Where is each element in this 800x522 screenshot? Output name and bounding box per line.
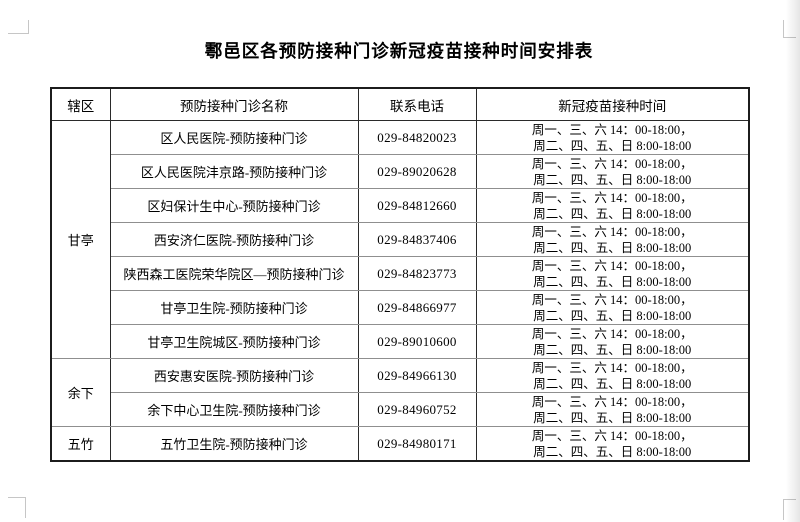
clinic-name-cell: 区人民医院-预防接种门诊 (109, 120, 359, 155)
time-line-1: 周一、三、六 14：00-18:00， (531, 428, 693, 443)
table-row: 甘亭卫生院-预防接种门诊 029-84866977 周一、三、六 14：00-18:… (51, 290, 750, 325)
time-line-2: 周二、四、五、日 8:00-18:00 (533, 138, 692, 153)
phone-cell: 029-84980171 (357, 426, 477, 462)
table-header-row: 辖区 预防接种门诊名称 联系电话 新冠疫苗接种时间 (50, 87, 750, 121)
vaccination-time-cell: 周一、三、六 14：00-18:00， 周二、四、五、日 8:00-18:00 (475, 392, 750, 427)
phone-cell: 029-84960752 (357, 392, 477, 427)
col-header-0: 辖区 (50, 87, 111, 121)
district-cell: 五竹 (50, 426, 111, 462)
phone-cell: 029-84966130 (357, 358, 477, 393)
page-title: 鄠邑区各预防接种门诊新冠疫苗接种时间安排表 (204, 41, 594, 61)
time-line-1: 周一、三、六 14：00-18:00， (531, 292, 693, 307)
time-line-2: 周二、四、五、日 8:00-18:00 (533, 274, 692, 289)
clinic-name-cell: 西安惠安医院-预防接种门诊 (109, 358, 359, 393)
vaccination-time-cell: 周一、三、六 14：00-18:00， 周二、四、五、日 8:00-18:00 (475, 222, 750, 257)
vaccination-time-cell: 周一、三、六 14：00-18:00， 周二、四、五、日 8:00-18:00 (475, 426, 750, 462)
vaccination-time-cell: 周一、三、六 14：00-18:00， 周二、四、五、日 8:00-18:00 (475, 120, 750, 155)
time-line-1: 周一、三、六 14：00-18:00， (531, 360, 693, 375)
clinic-name-cell: 区人民医院沣京路-预防接种门诊 (109, 154, 359, 189)
clinic-name-cell: 五竹卫生院-预防接种门诊 (109, 426, 359, 462)
district-cell: 余下 (50, 358, 111, 427)
time-line-2: 周二、四、五、日 8:00-18:00 (533, 240, 692, 255)
window-edge-shadow (786, 0, 800, 522)
time-line-1: 周一、三、六 14：00-18:00， (531, 326, 693, 341)
clinic-name-cell: 区妇保计生中心-预防接种门诊 (109, 188, 359, 223)
time-line-2: 周二、四、五、日 8:00-18:00 (533, 376, 692, 391)
vaccination-time-cell: 周一、三、六 14：00-18:00， 周二、四、五、日 8:00-18:00 (475, 188, 750, 223)
vaccination-time-cell: 周一、三、六 14：00-18:00， 周二、四、五、日 8:00-18:00 (475, 256, 750, 291)
phone-cell: 029-84812660 (357, 188, 477, 223)
time-line-2: 周二、四、五、日 8:00-18:00 (533, 410, 692, 425)
time-line-1: 周一、三、六 14：00-18:00， (531, 258, 693, 273)
phone-cell: 029-89010600 (357, 324, 477, 359)
table-row: 甘亭 区人民医院-预防接种门诊 029-84820023 周一、三、六 14：00-1… (50, 120, 750, 359)
text-boundary-mark-bottom-left (8, 497, 26, 518)
table-row: 余下 西安惠安医院-预防接种门诊 029-84966130 周一、三、六 14：00-… (50, 358, 750, 427)
vaccination-time-cell: 周一、三、六 14：00-18:00， 周二、四、五、日 8:00-18:00 (475, 290, 750, 325)
time-line-2: 周二、四、五、日 8:00-18:00 (533, 444, 692, 459)
vaccination-time-cell: 周一、三、六 14：00-18:00， 周二、四、五、日 8:00-18:00 (475, 358, 750, 393)
time-line-1: 周一、三、六 14：00-18:00， (531, 224, 693, 239)
table-row: 区妇保计生中心-预防接种门诊 029-84812660 周一、三、六 14：00-1… (51, 188, 750, 223)
vaccination-time-cell: 周一、三、六 14：00-18:00， 周二、四、五、日 8:00-18:00 (475, 154, 750, 189)
table-row: 陕西森工医院荣华院区—预防接种门诊 029-84823773 周一、三、六 14：0… (51, 256, 750, 291)
clinic-name-cell: 陕西森工医院荣华院区—预防接种门诊 (109, 256, 359, 291)
table-row: 西安济仁医院-预防接种门诊 029-84837406 周一、三、六 14：00-18… (51, 222, 750, 257)
col-header-2: 联系电话 (357, 87, 477, 121)
phone-cell: 029-84823773 (357, 256, 477, 291)
phone-cell: 029-84866977 (357, 290, 477, 325)
text-boundary-mark-top-right (783, 20, 796, 38)
time-line-1: 周一、三、六 14：00-18:00， (531, 190, 693, 205)
table-row: 甘亭卫生院城区-预防接种门诊 029-89010600 周一、三、六 14：00-1… (51, 324, 750, 359)
clinic-name-cell: 甘亭卫生院城区-预防接种门诊 (109, 324, 359, 359)
clinic-name-cell: 余下中心卫生院-预防接种门诊 (109, 392, 359, 427)
table-row: 区人民医院沣京路-预防接种门诊 029-89020628 周一、三、六 14：00-… (51, 154, 750, 189)
time-line-2: 周二、四、五、日 8:00-18:00 (533, 206, 692, 221)
phone-cell: 029-84837406 (357, 222, 477, 257)
col-header-1: 预防接种门诊名称 (109, 87, 359, 121)
time-line-1: 周一、三、六 14：00-18:00， (531, 122, 693, 137)
clinic-name-cell: 甘亭卫生院-预防接种门诊 (109, 290, 359, 325)
district-cell: 甘亭 (50, 120, 111, 359)
text-boundary-mark-bottom-right (783, 499, 796, 520)
text-boundary-mark-top-left (8, 20, 29, 34)
table-row: 五竹 五竹卫生院-预防接种门诊 029-84980171 周一、三、六 14：00-1… (50, 426, 750, 462)
vaccination-time-cell: 周一、三、六 14：00-18:00， 周二、四、五、日 8:00-18:00 (475, 324, 750, 359)
time-line-2: 周二、四、五、日 8:00-18:00 (533, 172, 692, 187)
time-line-2: 周二、四、五、日 8:00-18:00 (533, 342, 692, 357)
table-row: 余下中心卫生院-预防接种门诊 029-84960752 周一、三、六 14：00-1… (51, 392, 750, 427)
time-line-1: 周一、三、六 14：00-18:00， (531, 156, 693, 171)
phone-cell: 029-89020628 (357, 154, 477, 189)
time-line-2: 周二、四、五、日 8:00-18:00 (533, 308, 692, 323)
clinic-name-cell: 西安济仁医院-预防接种门诊 (109, 222, 359, 257)
schedule-table: 辖区 预防接种门诊名称 联系电话 新冠疫苗接种时间 甘亭 区人民医院-预防接种门诊 029… (50, 87, 750, 462)
col-header-3: 新冠疫苗接种时间 (475, 87, 750, 121)
time-line-1: 周一、三、六 14：00-18:00， (531, 394, 693, 409)
phone-cell: 029-84820023 (357, 120, 477, 155)
table-body: 甘亭 区人民医院-预防接种门诊 029-84820023 周一、三、六 14：00-1… (50, 120, 750, 462)
